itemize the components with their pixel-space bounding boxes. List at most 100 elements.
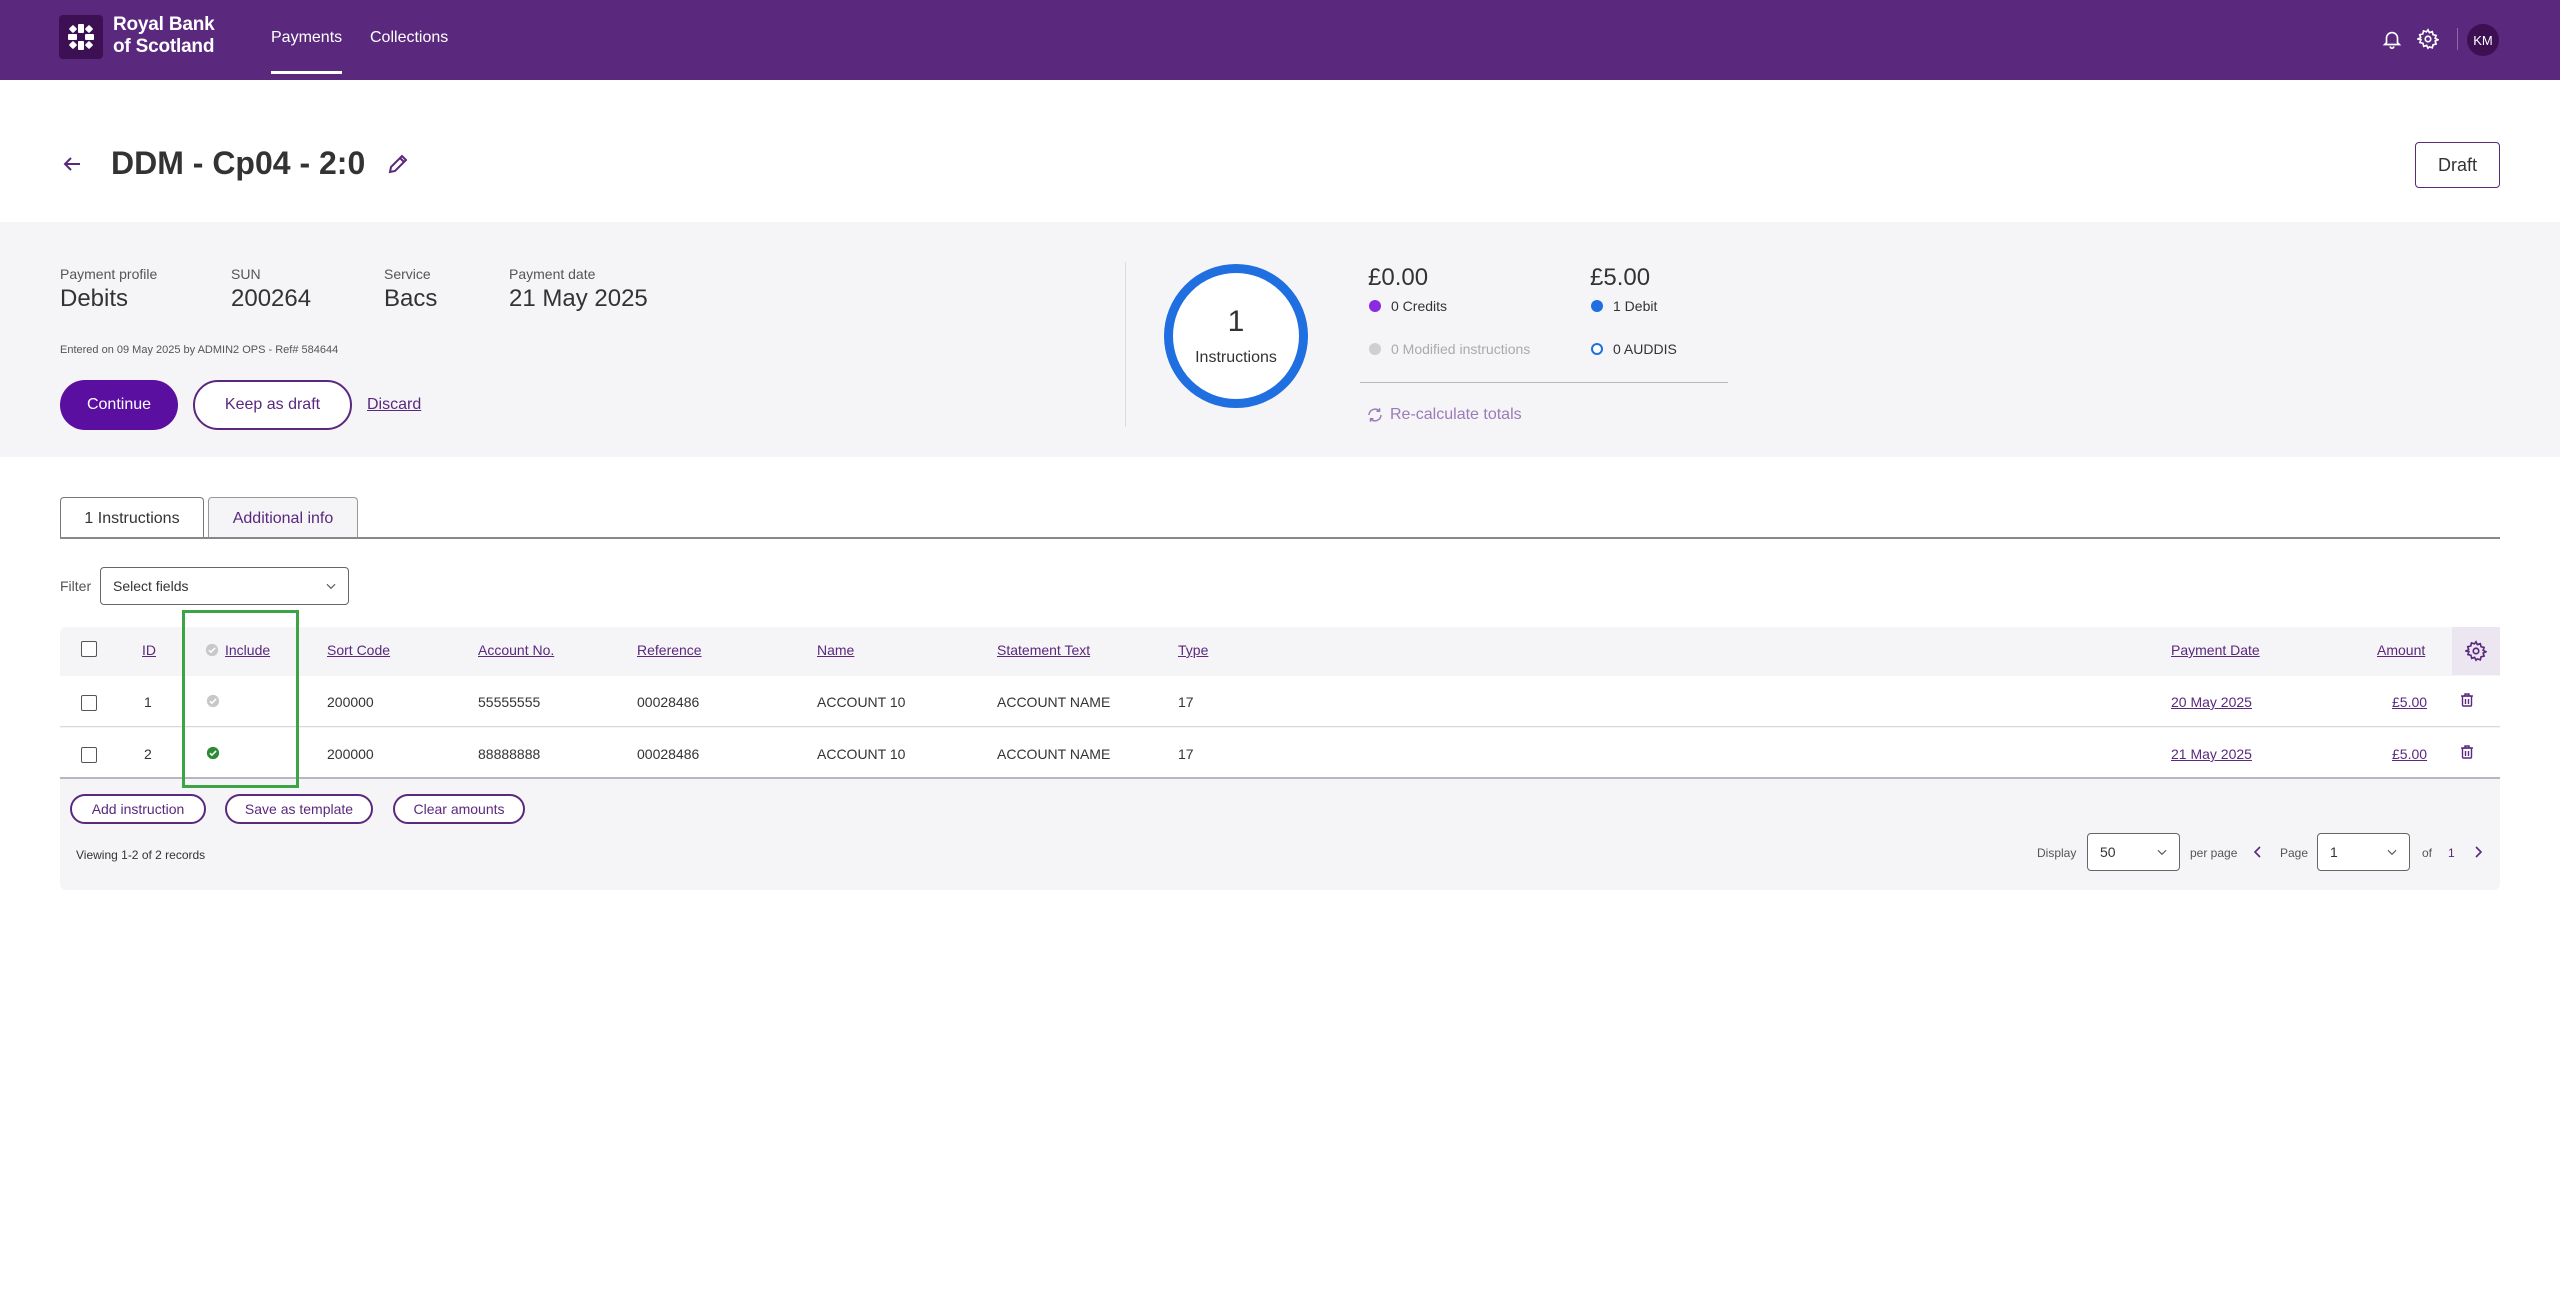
chevron-down-icon [326, 583, 336, 590]
instructions-ring [1164, 264, 1308, 408]
previous-page-chevron-icon[interactable] [2250, 844, 2266, 860]
payment-profile-label: Payment profile [60, 266, 158, 282]
row-2-delete-trash-icon[interactable] [2459, 744, 2475, 765]
table-settings-button[interactable] [2452, 627, 2500, 675]
page-select[interactable]: 1 [2317, 833, 2410, 871]
modified-label: 0 Modified instructions [1391, 341, 1531, 357]
debits-amount: £5.00 [1590, 264, 1651, 291]
summary-divider [1125, 262, 1126, 427]
recalculate-totals-link[interactable]: Re-calculate totals [1366, 406, 1522, 424]
notifications-bell-icon[interactable] [2381, 28, 2403, 50]
row-2-checkbox[interactable] [81, 747, 97, 763]
brand-line-1: Royal Bank [113, 14, 215, 35]
row-2-type: 17 [1178, 746, 1194, 762]
row-2-id: 2 [144, 746, 152, 762]
column-header-include[interactable]: Include [205, 642, 270, 658]
row-1-reference: 00028486 [637, 694, 700, 710]
status-badge: Draft [2415, 142, 2500, 188]
credits-dot-icon [1369, 300, 1381, 312]
continue-button[interactable]: Continue [60, 380, 178, 430]
column-header-type[interactable]: Type [1178, 642, 1209, 658]
payment-date-value: 21 May 2025 [509, 285, 648, 312]
per-page-label: per page [2190, 846, 2238, 860]
row-1-include-excluded-icon[interactable] [206, 694, 220, 713]
row-2-name: ACCOUNT 10 [817, 746, 906, 762]
credits-stat: 0 Credits [1369, 298, 1447, 314]
column-header-include-label: Include [225, 642, 271, 658]
tabs-underline [60, 537, 2500, 539]
refresh-icon [1368, 408, 1382, 422]
settings-gear-icon[interactable] [2415, 28, 2440, 50]
instructions-label: Instructions [1195, 349, 1277, 366]
column-header-account-no[interactable]: Account No. [478, 642, 555, 658]
discard-link[interactable]: Discard [367, 396, 422, 413]
row-2-statement-text: ACCOUNT NAME [997, 746, 1111, 762]
row-2-payment-date[interactable]: 21 May 2025 [2171, 746, 2252, 762]
debits-label: 1 Debit [1613, 298, 1658, 314]
service-value: Bacs [384, 285, 438, 312]
row-2-account-no: 88888888 [478, 746, 541, 762]
row-1-sort-code: 200000 [327, 694, 374, 710]
row-2-sort-code: 200000 [327, 746, 374, 762]
recalculate-label: Re-calculate totals [1390, 406, 1522, 423]
tab-additional-info[interactable]: Additional info [208, 497, 358, 539]
row-1-account-no: 55555555 [478, 694, 541, 710]
row-1-type: 17 [1178, 694, 1194, 710]
next-page-chevron-icon[interactable] [2470, 844, 2486, 860]
top-navigation-bar: Royal Bank of Scotland Payments Collecti… [0, 0, 2560, 80]
chevron-down-icon [2157, 849, 2167, 856]
page-label: Page [2280, 846, 2309, 860]
modified-dot-icon [1369, 343, 1381, 355]
add-instruction-button[interactable]: Add instruction [70, 794, 206, 824]
row-1-amount[interactable]: £5.00 [2392, 694, 2428, 710]
nav-collections[interactable]: Collections [370, 29, 449, 46]
back-arrow-icon[interactable] [60, 152, 84, 176]
clear-amounts-button[interactable]: Clear amounts [393, 794, 525, 824]
payment-date-label: Payment date [509, 266, 596, 282]
records-count: Viewing 1-2 of 2 records [76, 848, 206, 862]
auddis-stat: 0 AUDDIS [1591, 341, 1677, 357]
column-header-statement-text[interactable]: Statement Text [997, 642, 1091, 658]
totals-divider [1360, 382, 1728, 383]
row-1-payment-date[interactable]: 20 May 2025 [2171, 694, 2252, 710]
column-header-amount[interactable]: Amount [2377, 642, 2426, 658]
display-label: Display [2037, 846, 2077, 860]
edit-pencil-icon[interactable] [386, 152, 410, 176]
chevron-down-icon [2387, 849, 2397, 856]
filter-select[interactable]: Select fields [100, 567, 349, 605]
table-row [60, 728, 2500, 779]
brand-name[interactable]: Royal Bank of Scotland [113, 14, 215, 58]
brand-line-2: of Scotland [113, 36, 215, 57]
column-header-id[interactable]: ID [142, 642, 156, 658]
column-header-reference[interactable]: Reference [637, 642, 702, 658]
user-avatar[interactable]: KM [2467, 24, 2499, 56]
row-1-statement-text: ACCOUNT NAME [997, 694, 1111, 710]
auddis-label: 0 AUDDIS [1613, 341, 1677, 357]
row-1-delete-trash-icon[interactable] [2459, 692, 2475, 713]
column-header-payment-date[interactable]: Payment Date [2171, 642, 2260, 658]
column-header-name[interactable]: Name [817, 642, 855, 658]
sun-value: 200264 [231, 285, 312, 312]
row-1-checkbox[interactable] [81, 695, 97, 711]
keep-as-draft-button[interactable]: Keep as draft [193, 380, 352, 430]
debits-dot-icon [1591, 300, 1603, 312]
page-title: DDM - Cp04 - 2:0 [111, 145, 366, 181]
per-page-value: 50 [2100, 844, 2116, 860]
select-all-checkbox[interactable] [81, 641, 97, 657]
row-2-include-checked-icon[interactable] [206, 746, 220, 765]
per-page-select[interactable]: 50 [2087, 833, 2180, 871]
row-2-amount[interactable]: £5.00 [2392, 746, 2428, 762]
page-select-value: 1 [2330, 844, 2338, 860]
row-1-name: ACCOUNT 10 [817, 694, 906, 710]
tab-instructions[interactable]: 1 Instructions [60, 497, 204, 539]
total-pages: 1 [2448, 846, 2455, 860]
bank-logo-icon[interactable] [59, 15, 103, 59]
service-label: Service [384, 266, 431, 282]
save-as-template-button[interactable]: Save as template [225, 794, 373, 824]
sun-label: SUN [231, 266, 261, 282]
nav-payments[interactable]: Payments [271, 29, 343, 74]
debits-stat: 1 Debit [1591, 298, 1657, 314]
entered-info: Entered on 09 May 2025 by ADMIN2 OPS - R… [60, 344, 339, 356]
column-header-sort-code[interactable]: Sort Code [327, 642, 391, 658]
filter-label: Filter [60, 578, 92, 594]
